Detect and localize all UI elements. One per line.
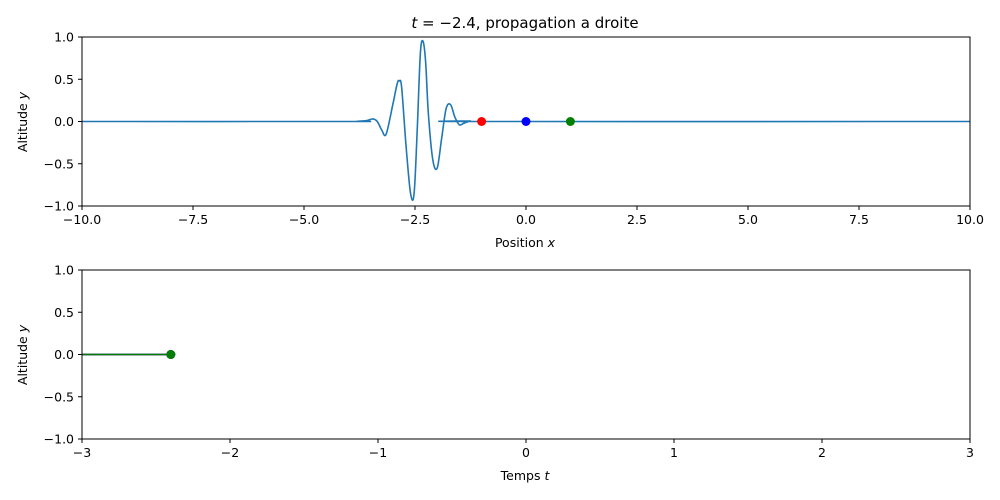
top-xtick-label: −5.0 bbox=[289, 212, 319, 227]
bottom-chart-ylabel: Altitude y bbox=[15, 324, 30, 385]
top-series-line bbox=[82, 39, 970, 201]
bottom-marker-point bbox=[166, 350, 176, 359]
top-xtick-label: 10.0 bbox=[956, 212, 984, 227]
bottom-plot-frame bbox=[81, 269, 971, 440]
bottom-ytick-label: 0.5 bbox=[54, 305, 74, 320]
top-xtick-label: −10.0 bbox=[63, 212, 101, 227]
top-xtick-label: 7.5 bbox=[849, 212, 869, 227]
top-xtick-label: −2.5 bbox=[400, 212, 430, 227]
bottom-ytick-label: −1.0 bbox=[44, 432, 74, 447]
top-chart-ylabel: Altitude y bbox=[15, 91, 30, 152]
bottom-xtick-label: −1 bbox=[369, 445, 387, 460]
top-chart-xlabel: Position x bbox=[495, 235, 556, 250]
top-marker-point bbox=[477, 117, 487, 126]
top-chart: −10.0 −7.5 −5.0 −2.5 0.0 2.5 5.0 7.5 10.0 −1.0 −0.… bbox=[44, 30, 984, 228]
top-marker-point bbox=[521, 117, 531, 126]
bottom-xtick-label: 3 bbox=[966, 445, 974, 460]
top-ytick-label: 0.0 bbox=[54, 114, 74, 129]
top-chart-title: t = −2.4, propagation a droite bbox=[411, 14, 638, 32]
bottom-ytick-label: 1.0 bbox=[54, 263, 74, 278]
bottom-chart-xlabel: Temps t bbox=[500, 468, 551, 483]
top-plot-frame bbox=[81, 36, 971, 207]
bottom-xtick-label: −2 bbox=[221, 445, 239, 460]
top-ytick-label: 0.5 bbox=[54, 72, 74, 87]
top-xtick-label: −7.5 bbox=[178, 212, 208, 227]
top-marker-point bbox=[565, 117, 575, 126]
bottom-xtick-label: 1 bbox=[670, 445, 678, 460]
bottom-xtick-label: 2 bbox=[818, 445, 826, 460]
top-xtick-label: 2.5 bbox=[627, 212, 647, 227]
top-xtick-label: 0.0 bbox=[516, 212, 536, 227]
bottom-xtick-label: 0 bbox=[522, 445, 530, 460]
top-ytick-label: 1.0 bbox=[54, 30, 74, 45]
bottom-chart: −3 −2 −1 0 1 2 3 −1.0 −0.5 0.0 0.5 1.0 bbox=[44, 263, 974, 461]
bottom-ytick-label: −0.5 bbox=[44, 389, 74, 404]
bottom-xtick-label: −3 bbox=[73, 445, 91, 460]
top-xtick-label: 5.0 bbox=[738, 212, 758, 227]
top-ytick-label: −0.5 bbox=[44, 156, 74, 171]
bottom-ytick-label: 0.0 bbox=[54, 347, 74, 362]
top-ytick-label: −1.0 bbox=[44, 199, 74, 214]
